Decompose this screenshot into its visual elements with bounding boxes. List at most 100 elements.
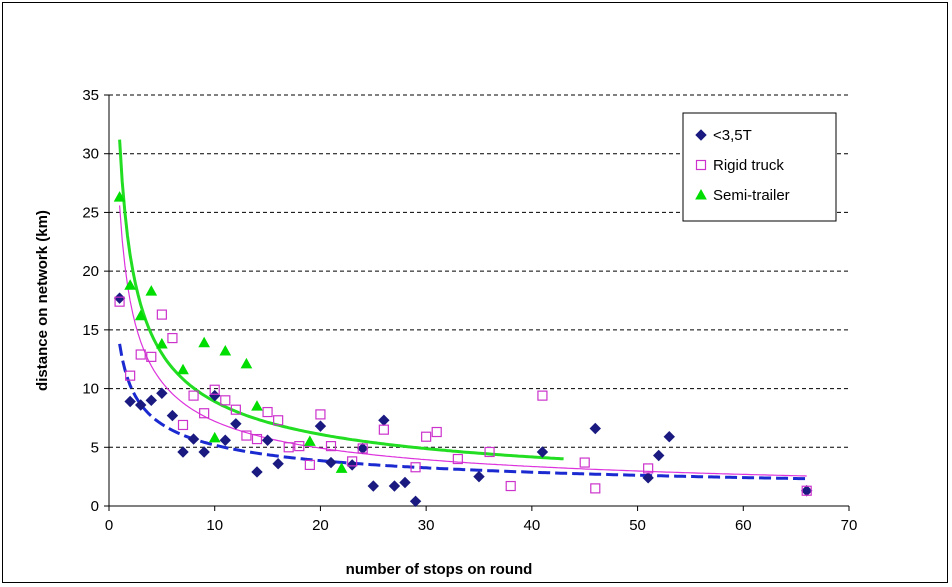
data-point [346,459,358,471]
data-point [167,332,178,344]
data-point [230,404,241,415]
data-point [262,406,273,418]
y-axis-title: distance on network (km) [34,210,51,391]
data-point [367,480,379,492]
data-point [653,449,665,462]
data-point [230,418,242,430]
data-point [177,446,189,458]
data-point [113,191,126,202]
x-tick-label: 30 [418,517,435,534]
data-point [251,433,263,445]
data-point [251,466,263,478]
data-point [536,446,549,458]
legend-label: Rigid truck [713,157,784,174]
data-point [198,336,210,348]
data-point [166,409,179,422]
legend-marker [695,159,707,171]
x-tick-label: 0 [105,517,113,534]
data-point [505,480,516,492]
legend-label: <3,5T [713,127,752,144]
trendline-semi-trailer [118,139,564,461]
data-point [125,370,136,381]
x-tick-label: 40 [524,517,541,534]
data-point [294,441,305,452]
data-point [135,349,146,360]
data-point [335,462,348,473]
y-tick-label: 25 [82,204,99,221]
data-point [421,431,432,442]
data-point [188,390,199,401]
data-point [208,431,221,443]
data-point [156,309,167,320]
y-tick-label: 35 [82,87,99,104]
y-tick-label: 10 [82,381,99,398]
data-point [145,285,158,296]
data-point [325,441,337,452]
y-tick-label: 0 [91,498,99,515]
data-point [643,463,654,474]
data-point [325,456,337,469]
trendline-rigid-truck [119,205,807,477]
data-point [209,384,220,395]
data-point [124,279,136,290]
data-point [589,422,601,435]
data-point [537,390,548,401]
data-point [219,344,232,356]
data-point [388,480,401,492]
data-point [272,458,284,470]
data-point [187,433,200,445]
data-point [219,434,231,446]
data-point [484,446,495,458]
data-point [156,337,168,349]
data-point [251,400,263,411]
data-point [410,462,421,473]
data-point [113,292,126,304]
data-point [134,309,147,321]
legend-marker [695,129,707,141]
legend-box [682,112,837,222]
trendline--3-5t [118,343,807,481]
data-point [315,409,326,420]
x-tick-label: 70 [841,517,858,534]
data-point [241,430,252,441]
data-point [357,442,369,455]
data-point [378,424,389,435]
legend-label: Semi-trailer [713,187,790,204]
data-point [378,414,390,426]
data-point [409,495,422,508]
data-point [145,394,157,407]
x-tick-label: 60 [735,517,752,534]
data-point [579,457,590,468]
data-point [642,472,654,484]
data-point [452,453,463,465]
x-tick-label: 10 [206,517,223,534]
y-tick-label: 20 [82,263,99,280]
data-point [399,476,411,489]
data-point [198,446,210,458]
data-point [314,420,327,432]
data-point [177,419,189,431]
x-tick-label: 20 [312,517,329,534]
data-point [220,395,231,406]
data-point [156,387,168,399]
scatter-chart: 0 5 10 15 20 25 30 35 0 10 20 30 40 50 60 70 number of s… [34,87,858,578]
data-point [304,435,316,446]
data-point [431,426,442,438]
data-point [146,351,157,362]
data-point [273,415,284,426]
data-point [801,485,812,496]
data-point [240,357,253,369]
data-point [114,296,125,307]
data-point [199,408,210,419]
x-tick-label: 50 [629,517,646,534]
data-point [261,434,274,446]
data-point [590,483,601,494]
data-point [473,470,485,483]
y-tick-label: 30 [82,146,99,163]
y-tick-label: 15 [82,322,99,339]
y-tick-label: 5 [91,439,99,456]
data-point [801,485,813,497]
data-point [663,431,675,443]
data-point [347,456,358,467]
